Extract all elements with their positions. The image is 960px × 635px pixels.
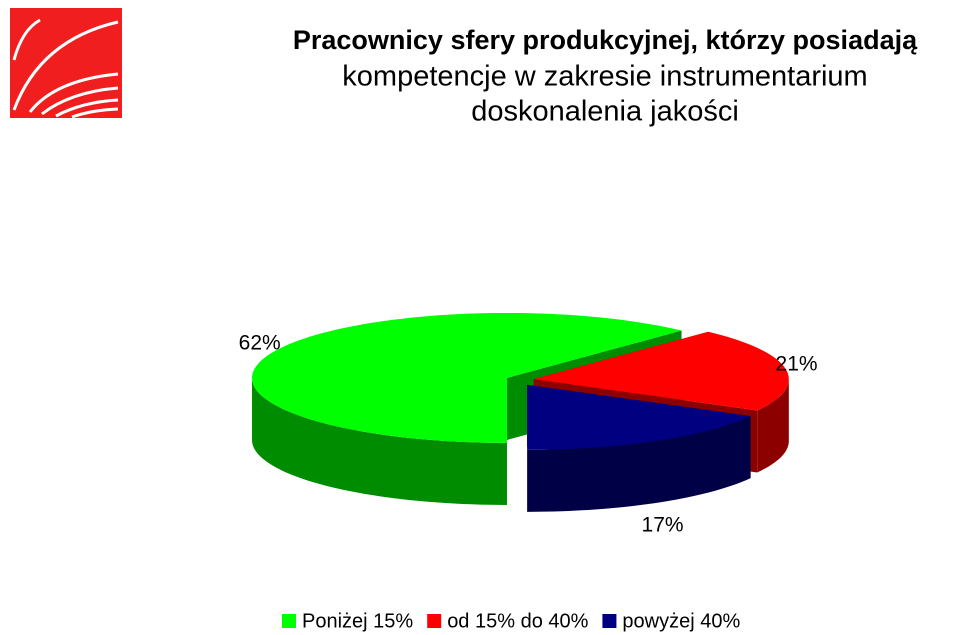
pie-slice	[533, 331, 789, 411]
legend-label: Poniżej 15%	[302, 610, 413, 632]
chart-title: kompetencje w zakresie instrumentarium	[342, 61, 867, 93]
legend-swatch	[282, 614, 296, 628]
data-label: 62%	[239, 332, 281, 355]
chart-title: doskonalenia jakości	[471, 96, 739, 128]
data-label: 21%	[776, 352, 818, 375]
logo	[10, 8, 122, 119]
legend-label: od 15% do 40%	[447, 610, 588, 632]
pie-side	[527, 416, 751, 512]
legend-swatch	[602, 614, 617, 628]
chart-title: Pracownicy sfery produkcyjnej, którzy po…	[293, 25, 918, 55]
pie-slice	[527, 384, 751, 450]
legend-swatch	[427, 614, 442, 628]
pie-side	[757, 379, 789, 473]
legend-label: powyżej 40%	[622, 610, 740, 632]
data-label: 17%	[642, 513, 684, 536]
pie-side	[251, 377, 507, 505]
pie-slice	[251, 312, 682, 443]
